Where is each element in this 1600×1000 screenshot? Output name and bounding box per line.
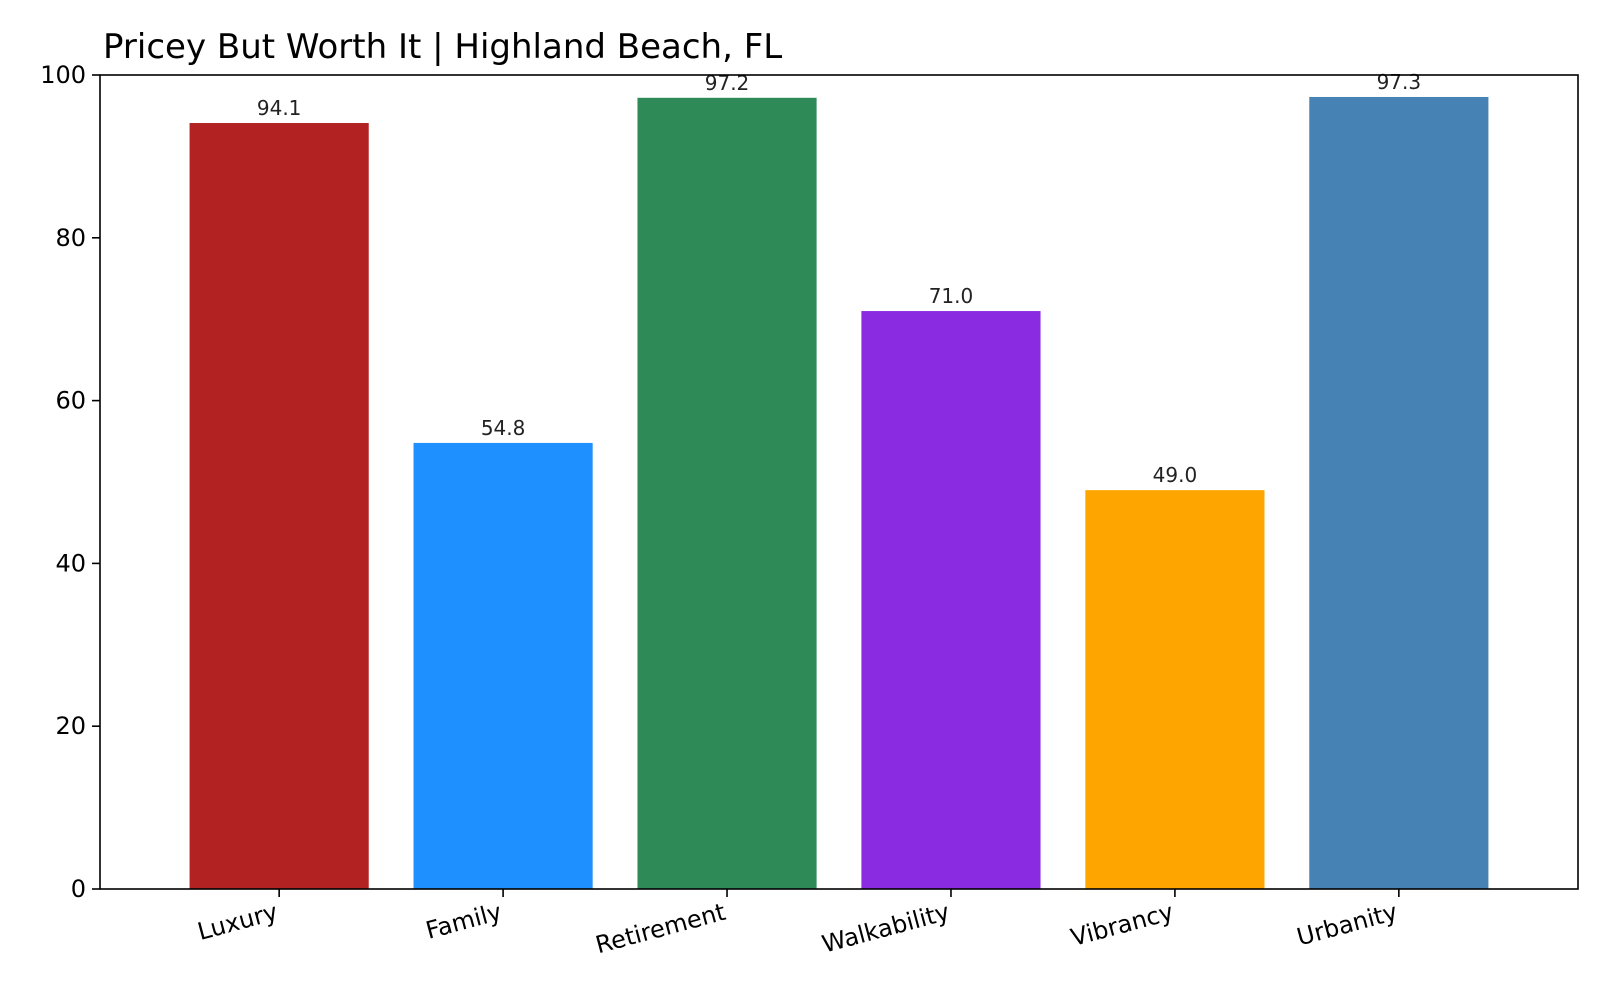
bar-value-label: 49.0 <box>1153 463 1198 487</box>
y-tick-label: 0 <box>71 875 86 903</box>
x-tick-label-retirement: Retirement <box>593 898 729 960</box>
bar-luxury <box>189 123 369 889</box>
x-tick-label-luxury: Luxury <box>195 898 281 946</box>
bar-value-label: 54.8 <box>481 416 526 440</box>
bar-urbanity <box>1309 96 1489 889</box>
value-labels-layer: 94.154.897.271.049.097.3 <box>257 70 1421 487</box>
y-tick-label: 40 <box>55 549 86 577</box>
chart-title: Pricey But Worth It | Highland Beach, FL <box>103 27 782 67</box>
bar-value-label: 97.3 <box>1377 70 1422 94</box>
y-tick-label: 60 <box>55 387 86 415</box>
bar-vibrancy <box>1085 490 1265 889</box>
plot-frame <box>99 74 1579 890</box>
bar-value-label: 94.1 <box>257 96 302 120</box>
bar-walkability <box>861 311 1041 889</box>
x-tick-label-urbanity: Urbanity <box>1294 898 1401 952</box>
y-axis: 0 20 40 60 80 100 <box>40 61 100 903</box>
x-tick-label-vibrancy: Vibrancy <box>1068 898 1177 952</box>
y-tick-label: 100 <box>40 61 86 89</box>
bar-retirement <box>637 97 817 890</box>
bars-layer <box>189 96 1489 890</box>
x-tick-label-walkability: Walkability <box>819 898 952 959</box>
x-tick-label-family: Family <box>423 898 505 945</box>
y-tick-label: 80 <box>55 224 86 252</box>
bar-value-label: 71.0 <box>929 284 974 308</box>
x-axis: Luxury Family Retirement Walkability Vibranc… <box>195 889 1401 960</box>
y-tick-label: 20 <box>55 712 86 740</box>
bar-family <box>413 442 593 889</box>
